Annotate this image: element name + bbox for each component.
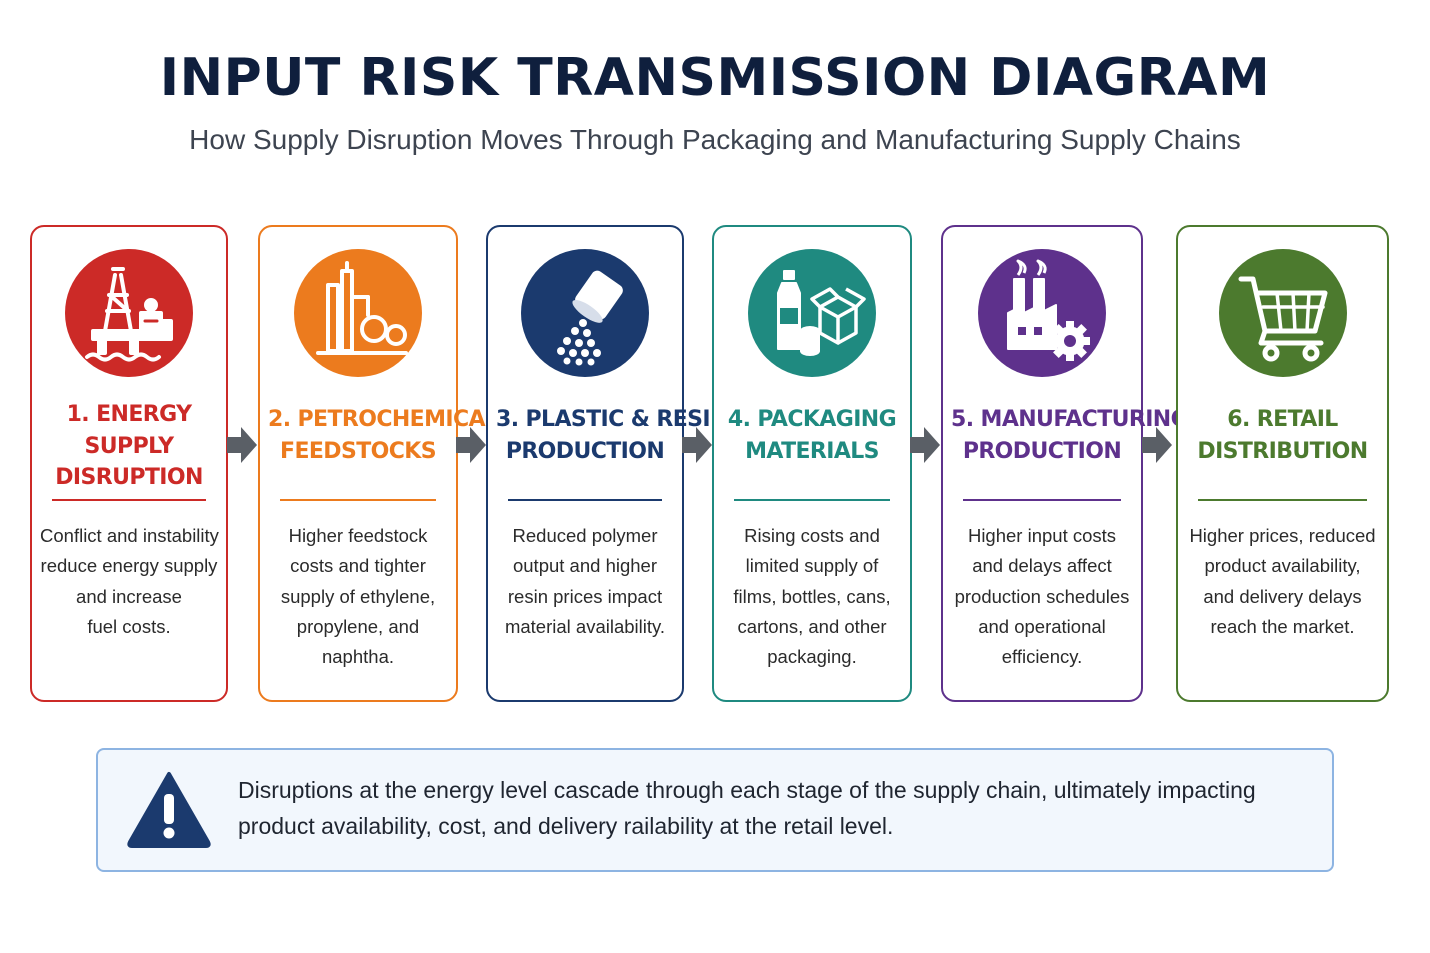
description-line: supply of ethylene,	[280, 585, 436, 607]
description-line: costs and tighter	[290, 555, 426, 577]
factory-gear-icon	[978, 249, 1106, 377]
description-line: Rising costs and	[744, 525, 880, 546]
stage-heading-line: 6. RETAIL	[1227, 407, 1338, 432]
stage-divider	[280, 499, 436, 501]
flow-arrow-5-6	[1142, 427, 1172, 463]
description-line: reduce energy supply	[40, 555, 218, 577]
stage-heading-line: 1. ENERGY	[66, 402, 192, 427]
flow-arrow-1-2	[227, 427, 257, 463]
stage-heading-line: MATERIALS	[745, 438, 879, 464]
stage-heading-line: PRODUCTION	[505, 438, 665, 464]
description-line: naphtha.	[321, 646, 394, 668]
description-line: reach the market.	[1210, 615, 1355, 637]
description-line: cartons, and other	[737, 615, 887, 637]
refinery-icon	[294, 249, 422, 377]
stage-description: Conflict and instability reduce energy s…	[40, 521, 219, 642]
description-line: limited supply of	[745, 555, 879, 577]
description-line: and delays affect	[972, 555, 1112, 577]
stage-manufacturing-production: 5. MANUFACTURING PRODUCTION Higher input…	[941, 225, 1189, 702]
stage-heading: 2. PETROCHEMICAL FEEDSTOCKS	[268, 404, 499, 467]
stage-heading-line: FEEDSTOCKS	[280, 438, 437, 464]
description-line: production schedules	[954, 585, 1130, 607]
flow-arrow-3-4	[682, 427, 712, 463]
oil-rig-icon	[65, 249, 193, 377]
stage-petrochemical-feedstocks: 2. PETROCHEMICAL FEEDSTOCKS Higher feeds…	[258, 225, 499, 702]
page-subtitle: How Supply Disruption Moves Through Pack…	[189, 124, 1241, 155]
summary-text: Disruptions at the energy level cascade …	[238, 772, 1312, 844]
stage-retail-distribution: 6. RETAIL DISTRIBUTION Higher prices, re…	[1176, 225, 1389, 702]
description-line: fuel costs.	[87, 615, 171, 637]
stage-divider	[1198, 499, 1367, 501]
stage-packaging-materials: 4. PACKAGING MATERIALS Rising costs and …	[712, 225, 912, 702]
stage-heading: 5. MANUFACTURING PRODUCTION	[951, 404, 1189, 467]
description-line: output and higher	[512, 555, 657, 577]
page-title: INPUT RISK TRANSMISSION DIAGRAM	[159, 48, 1271, 108]
shopping-cart-icon	[1218, 249, 1347, 377]
description-line: resin prices impact	[507, 585, 663, 607]
stage-heading-line: DISTRIBUTION	[1197, 438, 1368, 464]
summary-line: Disruptions at the energy level cascade …	[238, 777, 1256, 803]
description-line: and increase	[76, 585, 182, 607]
stage-heading: 3. PLASTIC & RESIN PRODUCTION	[496, 404, 728, 467]
stage-description: Higher input costs and delays affect pro…	[951, 521, 1133, 672]
description-line: Higher prices, reduced	[1189, 525, 1376, 546]
stage-plastic-resin-production: 3. PLASTIC & RESIN PRODUCTION Reduced po…	[486, 225, 728, 702]
summary-note: Disruptions at the energy level cascade …	[96, 748, 1334, 872]
stage-heading: 6. RETAIL DISTRIBUTION	[1186, 404, 1379, 467]
description-line: and delivery delays	[1203, 585, 1362, 607]
description-line: material availability.	[504, 615, 666, 637]
description-line: and operational	[978, 615, 1106, 637]
stage-divider	[963, 499, 1121, 501]
description-line: Higher input costs	[967, 525, 1117, 546]
description-line: efficiency.	[1001, 646, 1083, 668]
resin-pellets-icon	[521, 249, 649, 377]
flow-arrow-4-5	[910, 427, 940, 463]
stage-description: Reduced polymer output and higher resin …	[496, 521, 674, 642]
description-line: films, bottles, cans,	[733, 585, 891, 607]
description-line: Higher feedstock	[288, 525, 428, 546]
description-line: packaging.	[767, 646, 857, 668]
packaging-icon	[748, 249, 876, 377]
stage-description: Higher prices, reduced product availabil…	[1186, 521, 1379, 642]
stage-energy-supply-disruption: 1. ENERGY SUPPLY DISRUPTION Conflict and…	[30, 225, 228, 702]
stage-description: Higher feedstock costs and tighter suppl…	[268, 521, 448, 672]
stage-heading: 4. PACKAGING MATERIALS	[722, 404, 902, 467]
description-line: Conflict and instability	[40, 525, 219, 546]
warning-icon	[127, 772, 211, 848]
stage-divider	[52, 499, 206, 501]
description-line: propylene, and	[296, 615, 420, 637]
description-line: Reduced polymer	[512, 525, 658, 546]
stage-divider	[508, 499, 662, 501]
stage-heading-line: 5. MANUFACTURING	[951, 407, 1189, 432]
stage-heading-line: 4. PACKAGING	[727, 407, 897, 432]
description-line: product availability,	[1204, 555, 1361, 577]
stage-heading-line: 3. PLASTIC & RESIN	[496, 407, 728, 432]
stage-heading-line: 2. PETROCHEMICAL	[268, 407, 499, 432]
stage-heading: 1. ENERGY SUPPLY DISRUPTION	[40, 399, 218, 494]
stage-heading-line: PRODUCTION	[962, 438, 1122, 464]
stage-heading-line: SUPPLY	[84, 433, 174, 459]
stage-divider	[734, 499, 890, 501]
flow-arrow-2-3	[456, 427, 486, 463]
stage-heading-line: DISRUPTION	[55, 465, 203, 490]
stage-description: Rising costs and limited supply of films…	[722, 521, 902, 672]
summary-line: product availability, cost, and delivery…	[238, 813, 894, 839]
